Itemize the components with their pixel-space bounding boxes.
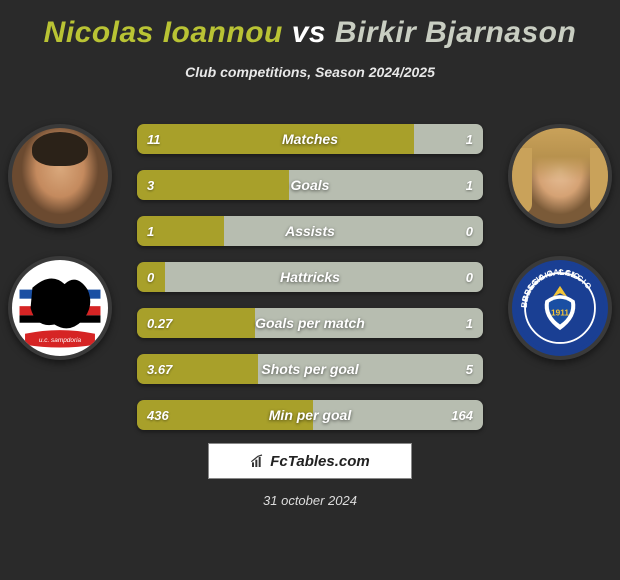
date-label: 31 october 2024 — [0, 493, 620, 508]
stat-row: 00Hattricks — [137, 262, 483, 292]
stat-row: 10Assists — [137, 216, 483, 246]
stat-row: 111Matches — [137, 124, 483, 154]
stat-left-value: 1 — [137, 216, 224, 246]
stat-right-value: 1 — [255, 308, 483, 338]
player2-name: Birkir Bjarnason — [335, 16, 576, 49]
player2-club-badge: BRESCIA CALCIO BRESCIA CALCIO 1911 — [508, 256, 612, 360]
stat-left-value: 3.67 — [137, 354, 258, 384]
svg-text:1911: 1911 — [551, 308, 569, 317]
stat-row: 31Goals — [137, 170, 483, 200]
vs-separator: vs — [292, 16, 326, 49]
brescia-badge-icon: BRESCIA CALCIO BRESCIA CALCIO 1911 — [514, 262, 606, 354]
stat-right-value: 1 — [414, 124, 483, 154]
stat-right-value: 0 — [224, 216, 484, 246]
stat-right-value: 0 — [165, 262, 483, 292]
stat-left-value: 0 — [137, 262, 165, 292]
player1-name: Nicolas Ioannou — [44, 16, 283, 49]
fctables-logo[interactable]: FcTables.com — [208, 443, 412, 479]
subtitle: Club competitions, Season 2024/2025 — [0, 64, 620, 80]
stat-left-value: 11 — [137, 124, 414, 154]
chart-icon — [250, 453, 266, 469]
player1-club-badge: u.c. sampdoria — [8, 256, 112, 360]
player1-avatar — [8, 124, 112, 228]
comparison-card: Nicolas Ioannou vs Birkir Bjarnason Club… — [0, 0, 620, 580]
svg-text:u.c. sampdoria: u.c. sampdoria — [39, 337, 82, 344]
left-avatar-column: u.c. sampdoria — [8, 124, 112, 360]
stat-row: 436164Min per goal — [137, 400, 483, 430]
page-title: Nicolas Ioannou vs Birkir Bjarnason — [0, 16, 620, 50]
player2-avatar — [508, 124, 612, 228]
stat-left-value: 3 — [137, 170, 289, 200]
stat-row: 3.675Shots per goal — [137, 354, 483, 384]
stats-bars: 111Matches 31Goals 10Assists 00Hattricks 0.2… — [137, 124, 483, 430]
stat-row: 0.271Goals per match — [137, 308, 483, 338]
stat-right-value: 1 — [289, 170, 483, 200]
stat-left-value: 436 — [137, 400, 313, 430]
sampdoria-badge-icon: u.c. sampdoria — [14, 262, 106, 354]
right-avatar-column: BRESCIA CALCIO BRESCIA CALCIO 1911 — [508, 124, 612, 360]
stat-right-value: 164 — [313, 400, 483, 430]
stat-left-value: 0.27 — [137, 308, 255, 338]
logo-text: FcTables.com — [270, 453, 369, 470]
stat-right-value: 5 — [258, 354, 483, 384]
